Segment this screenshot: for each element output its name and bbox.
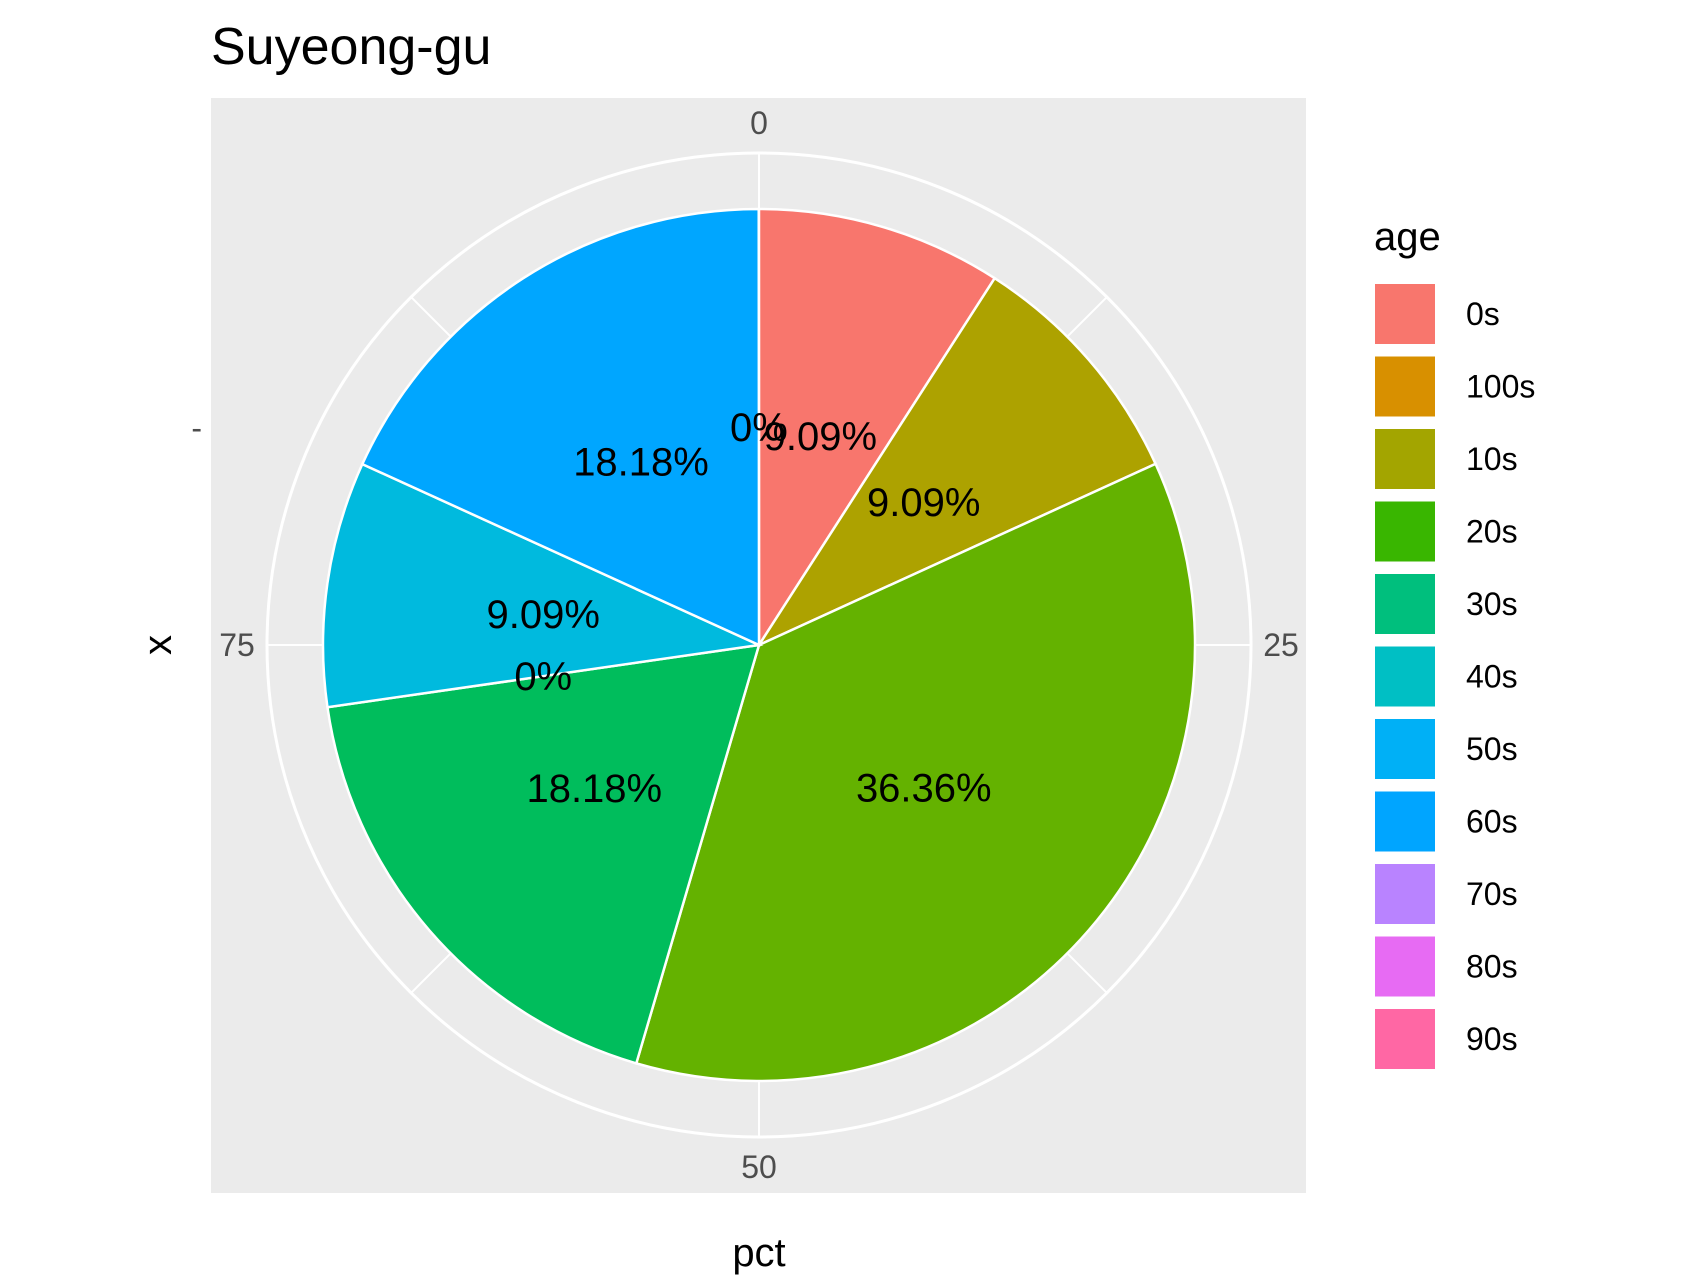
legend-label-0s: 0s: [1466, 296, 1500, 332]
slice-label-10s: 9.09%: [867, 481, 980, 525]
legend-key-90s: [1373, 1007, 1437, 1071]
pie-slice-50s: [321, 462, 764, 709]
legend-key-100s: [1373, 354, 1437, 419]
legend-key-70s: [1373, 862, 1437, 926]
chart-title: Suyeong-gu: [211, 18, 491, 76]
slice-label-20s: 36.36%: [856, 767, 992, 811]
angle-ticks: 0 25 50 75: [219, 105, 1299, 1185]
legend-key-40s: [1373, 644, 1437, 709]
angle-tick-0: 0: [750, 105, 768, 141]
pie-slice-0s: [757, 207, 997, 650]
pie-slice-60s: [360, 207, 761, 647]
legend-label-90s: 90s: [1466, 1021, 1518, 1057]
legend-label-40s: 40s: [1466, 659, 1518, 695]
y-axis-title: x: [136, 635, 180, 655]
legend-key-20s: [1373, 499, 1437, 564]
legend-label-30s: 30s: [1466, 586, 1518, 622]
legend-label-10s: 10s: [1466, 441, 1518, 477]
legend-key-0s: [1373, 282, 1437, 346]
slice-label-60s: 18.18%: [573, 441, 709, 485]
legend-key-30s: [1373, 572, 1437, 636]
legend-label-20s: 20s: [1466, 514, 1518, 550]
angle-tick-75: 75: [219, 627, 255, 663]
angle-tick-25: 25: [1263, 627, 1299, 663]
legend-label-70s: 70s: [1466, 876, 1518, 912]
slice-label-30s: 18.18%: [526, 767, 662, 811]
slice-label-100s: 0%: [730, 406, 788, 450]
pie-slice-30s: [326, 643, 761, 1065]
angle-tick-50: 50: [741, 1149, 777, 1185]
y-tick-label: -: [191, 410, 202, 446]
legend-key-60s: [1373, 789, 1437, 854]
legend-label-100s: 100s: [1466, 369, 1535, 405]
pie-slice-20s: [634, 462, 1197, 1083]
x-axis-title: pct: [732, 1231, 785, 1275]
legend-title: age: [1374, 215, 1441, 259]
legend-label-60s: 60s: [1466, 804, 1518, 840]
slice-label-40s: 0%: [514, 655, 572, 699]
slice-label-0s: 9.09%: [764, 415, 877, 459]
legend-key-10s: [1373, 427, 1437, 491]
pie-slices: [321, 207, 1197, 1083]
legend-label-80s: 80s: [1466, 949, 1518, 985]
slice-label-50s: 9.09%: [486, 593, 599, 637]
legend: 0s 100s 10s 20s 30s 40s 50s 60s 70s 80s 90s: [1373, 282, 1535, 1071]
slice-labels: 9.09%9.09%36.36%18.18%0%9.09%18.18%0%: [486, 406, 991, 811]
legend-label-50s: 50s: [1466, 731, 1518, 767]
legend-key-50s: [1373, 717, 1437, 781]
pie-slice-10s: [755, 276, 1158, 648]
legend-key-80s: [1373, 934, 1437, 999]
